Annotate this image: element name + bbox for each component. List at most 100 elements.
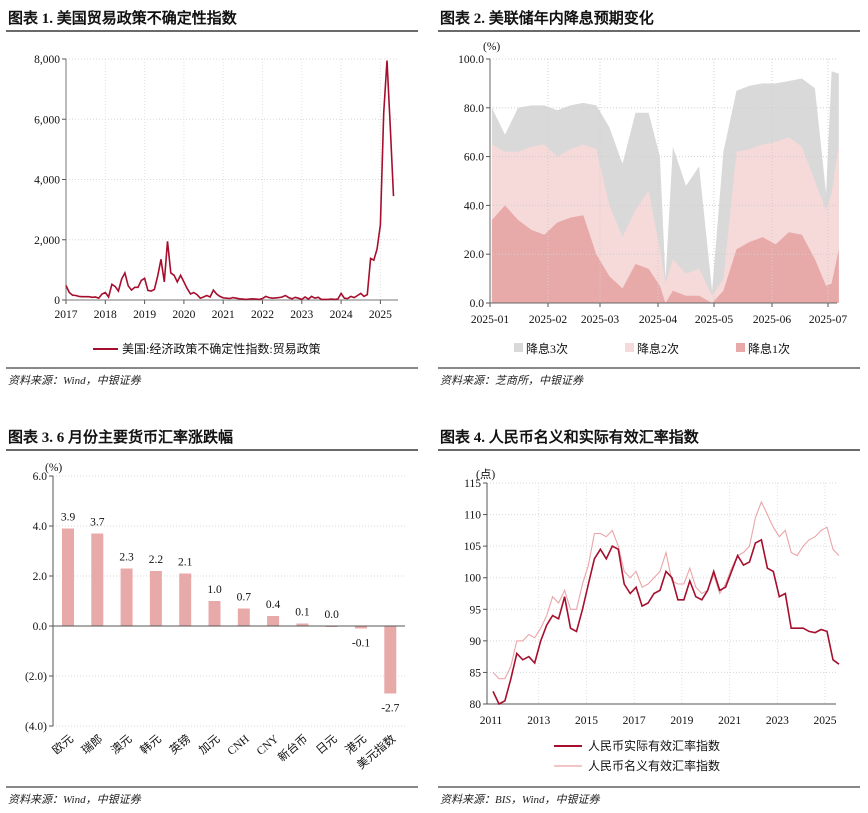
- data-label: 3.9: [61, 512, 76, 524]
- x-tick-label: 2025: [369, 309, 392, 321]
- x-tick-label: 2013: [527, 715, 550, 727]
- y-tick-label: 80: [470, 699, 482, 711]
- x-tick-label: 2025-05: [695, 314, 734, 326]
- legend-swatch: [736, 343, 745, 352]
- bar: [384, 626, 397, 694]
- source-note: 资料来源：Wind，中银证券: [8, 793, 142, 806]
- bar: [149, 571, 162, 626]
- y-tick-label: (4.0): [25, 721, 47, 733]
- x-tick-label: 2017: [623, 715, 646, 727]
- chart-4: (点) 80 85 90 95 100 105 110 115 2011 2013 2015 2017 2…: [464, 468, 840, 773]
- y-tick-label: 2.0: [33, 571, 48, 583]
- series-line: [65, 60, 395, 301]
- source-note: 资料来源：BIS，Wind，中银证券: [440, 793, 600, 806]
- x-tick-label: 2015: [575, 715, 598, 727]
- x-tick-label: 2025-04: [639, 314, 678, 326]
- data-label: 2.2: [149, 554, 164, 566]
- category-label: 英镑: [167, 732, 194, 758]
- category-label: 新台币: [275, 732, 310, 765]
- data-label: 0.1: [295, 607, 310, 619]
- legend-label: 降息1次: [748, 341, 790, 356]
- x-tick-label: 2022: [251, 309, 274, 321]
- y-tick-label: 0.0: [470, 298, 485, 310]
- y-tick-label: 4.0: [33, 521, 48, 533]
- chart-1: 0 2,000 4,000 6,000 8,000 2017 2018 2019 2020 202…: [34, 54, 398, 356]
- data-label: 0.4: [266, 599, 281, 611]
- data-label: 1.0: [207, 584, 222, 596]
- y-tick-label: 115: [464, 478, 481, 490]
- x-tick-label: 2017: [55, 309, 78, 321]
- y-tick-label: 80.0: [464, 103, 484, 115]
- panel-title: 图表 1. 美国贸易政策不确定性指数: [8, 9, 238, 27]
- x-tick-label: 2020: [172, 309, 195, 321]
- category-label: 澳元: [109, 732, 135, 757]
- panel-title: 图表 2. 美联储年内降息预期变化: [440, 9, 654, 27]
- category-label: 日元: [314, 733, 340, 757]
- data-label: 2.3: [119, 552, 134, 564]
- series-line: [492, 538, 840, 706]
- y-tick-label: 40.0: [464, 200, 484, 212]
- y-tick-label: 8,000: [34, 54, 60, 66]
- data-label: 0.7: [237, 592, 252, 604]
- y-tick-label: 95: [470, 604, 482, 616]
- y-tick-label: 2,000: [34, 235, 60, 247]
- category-label: 加元: [196, 732, 222, 757]
- y-tick-label: 110: [464, 510, 481, 522]
- bar: [179, 573, 192, 626]
- bar: [120, 568, 133, 626]
- x-tick-label: 2021: [212, 309, 235, 321]
- x-tick-label: 2025: [814, 715, 837, 727]
- x-tick-label: 2021: [718, 715, 741, 727]
- x-tick-label: 2023: [766, 715, 789, 727]
- x-tick-label: 2019: [133, 309, 156, 321]
- area-1-cuts: [491, 205, 839, 303]
- bar: [208, 601, 221, 626]
- panel-trade-policy-uncertainty: 图表 1. 美国贸易政策不确定性指数 资料来源：Wind，中银证券 0 2,000…: [6, 9, 418, 387]
- category-label: 韩元: [137, 731, 164, 757]
- x-tick-label: 2025-06: [753, 314, 792, 326]
- panel-fx-changes-june: 图表 3. 6 月份主要货币汇率涨跌幅 资料来源：Wind，中银证券 (%) (4…: [6, 428, 418, 806]
- y-tick-label: (2.0): [25, 671, 47, 683]
- bar: [296, 623, 309, 626]
- x-tick-label: 2025-01: [471, 314, 510, 326]
- unit-label: (%): [483, 41, 500, 53]
- bar: [355, 626, 367, 629]
- y-tick-label: 6.0: [33, 471, 48, 483]
- data-label: 3.7: [90, 517, 105, 529]
- x-tick-label: 2019: [670, 715, 693, 727]
- legend-label: 美国:经济政策不确定性指数:贸易政策: [122, 341, 321, 356]
- bar: [91, 533, 104, 626]
- panel-fed-cut-expectations: 图表 2. 美联储年内降息预期变化 资料来源：芝商所，中银证券 (%) 0.0 20…: [438, 9, 860, 387]
- y-tick-label: 100: [464, 573, 482, 585]
- x-tick-label: 2025-07: [809, 314, 848, 326]
- chart-3: (%) (4.0) (2.0) 0.0 2.0 4.0 6.0 3.9 欧元 3.7 瑞郎 2.3 澳元…: [25, 462, 405, 772]
- y-tick-label: 85: [470, 667, 482, 679]
- legend-label: 人民币名义有效汇率指数: [588, 758, 720, 773]
- x-tick-label: 2018: [94, 309, 117, 321]
- source-note: 资料来源：Wind，中银证券: [8, 374, 142, 387]
- unit-label: (%): [45, 462, 62, 474]
- y-tick-label: 0.0: [33, 621, 48, 633]
- legend-label: 降息2次: [637, 341, 679, 356]
- bar: [267, 616, 280, 626]
- data-label: 2.1: [178, 557, 193, 569]
- category-label: 瑞郎: [79, 732, 106, 758]
- category-label: CNH: [225, 733, 251, 758]
- legend-label: 人民币实际有效汇率指数: [588, 738, 720, 753]
- source-note: 资料来源：芝商所，中银证券: [440, 374, 584, 387]
- y-tick-label: 0: [54, 295, 60, 307]
- y-tick-label: 4,000: [34, 175, 60, 187]
- data-label: -2.7: [381, 703, 399, 715]
- panel-title: 图表 4. 人民币名义和实际有效汇率指数: [440, 428, 700, 446]
- x-tick-label: 2025-02: [529, 314, 568, 326]
- x-tick-label: 2024: [330, 309, 353, 321]
- unit-label: (点): [476, 468, 495, 481]
- panel-rmb-effective-exchange-rate: 图表 4. 人民币名义和实际有效汇率指数 资料来源：BIS，Wind，中银证券 …: [438, 428, 860, 806]
- y-tick-label: 90: [470, 636, 482, 648]
- legend-swatch: [625, 343, 634, 352]
- legend-label: 降息3次: [526, 341, 568, 356]
- bar: [62, 528, 74, 626]
- data-label: -0.1: [352, 638, 370, 650]
- y-tick-label: 105: [464, 541, 482, 553]
